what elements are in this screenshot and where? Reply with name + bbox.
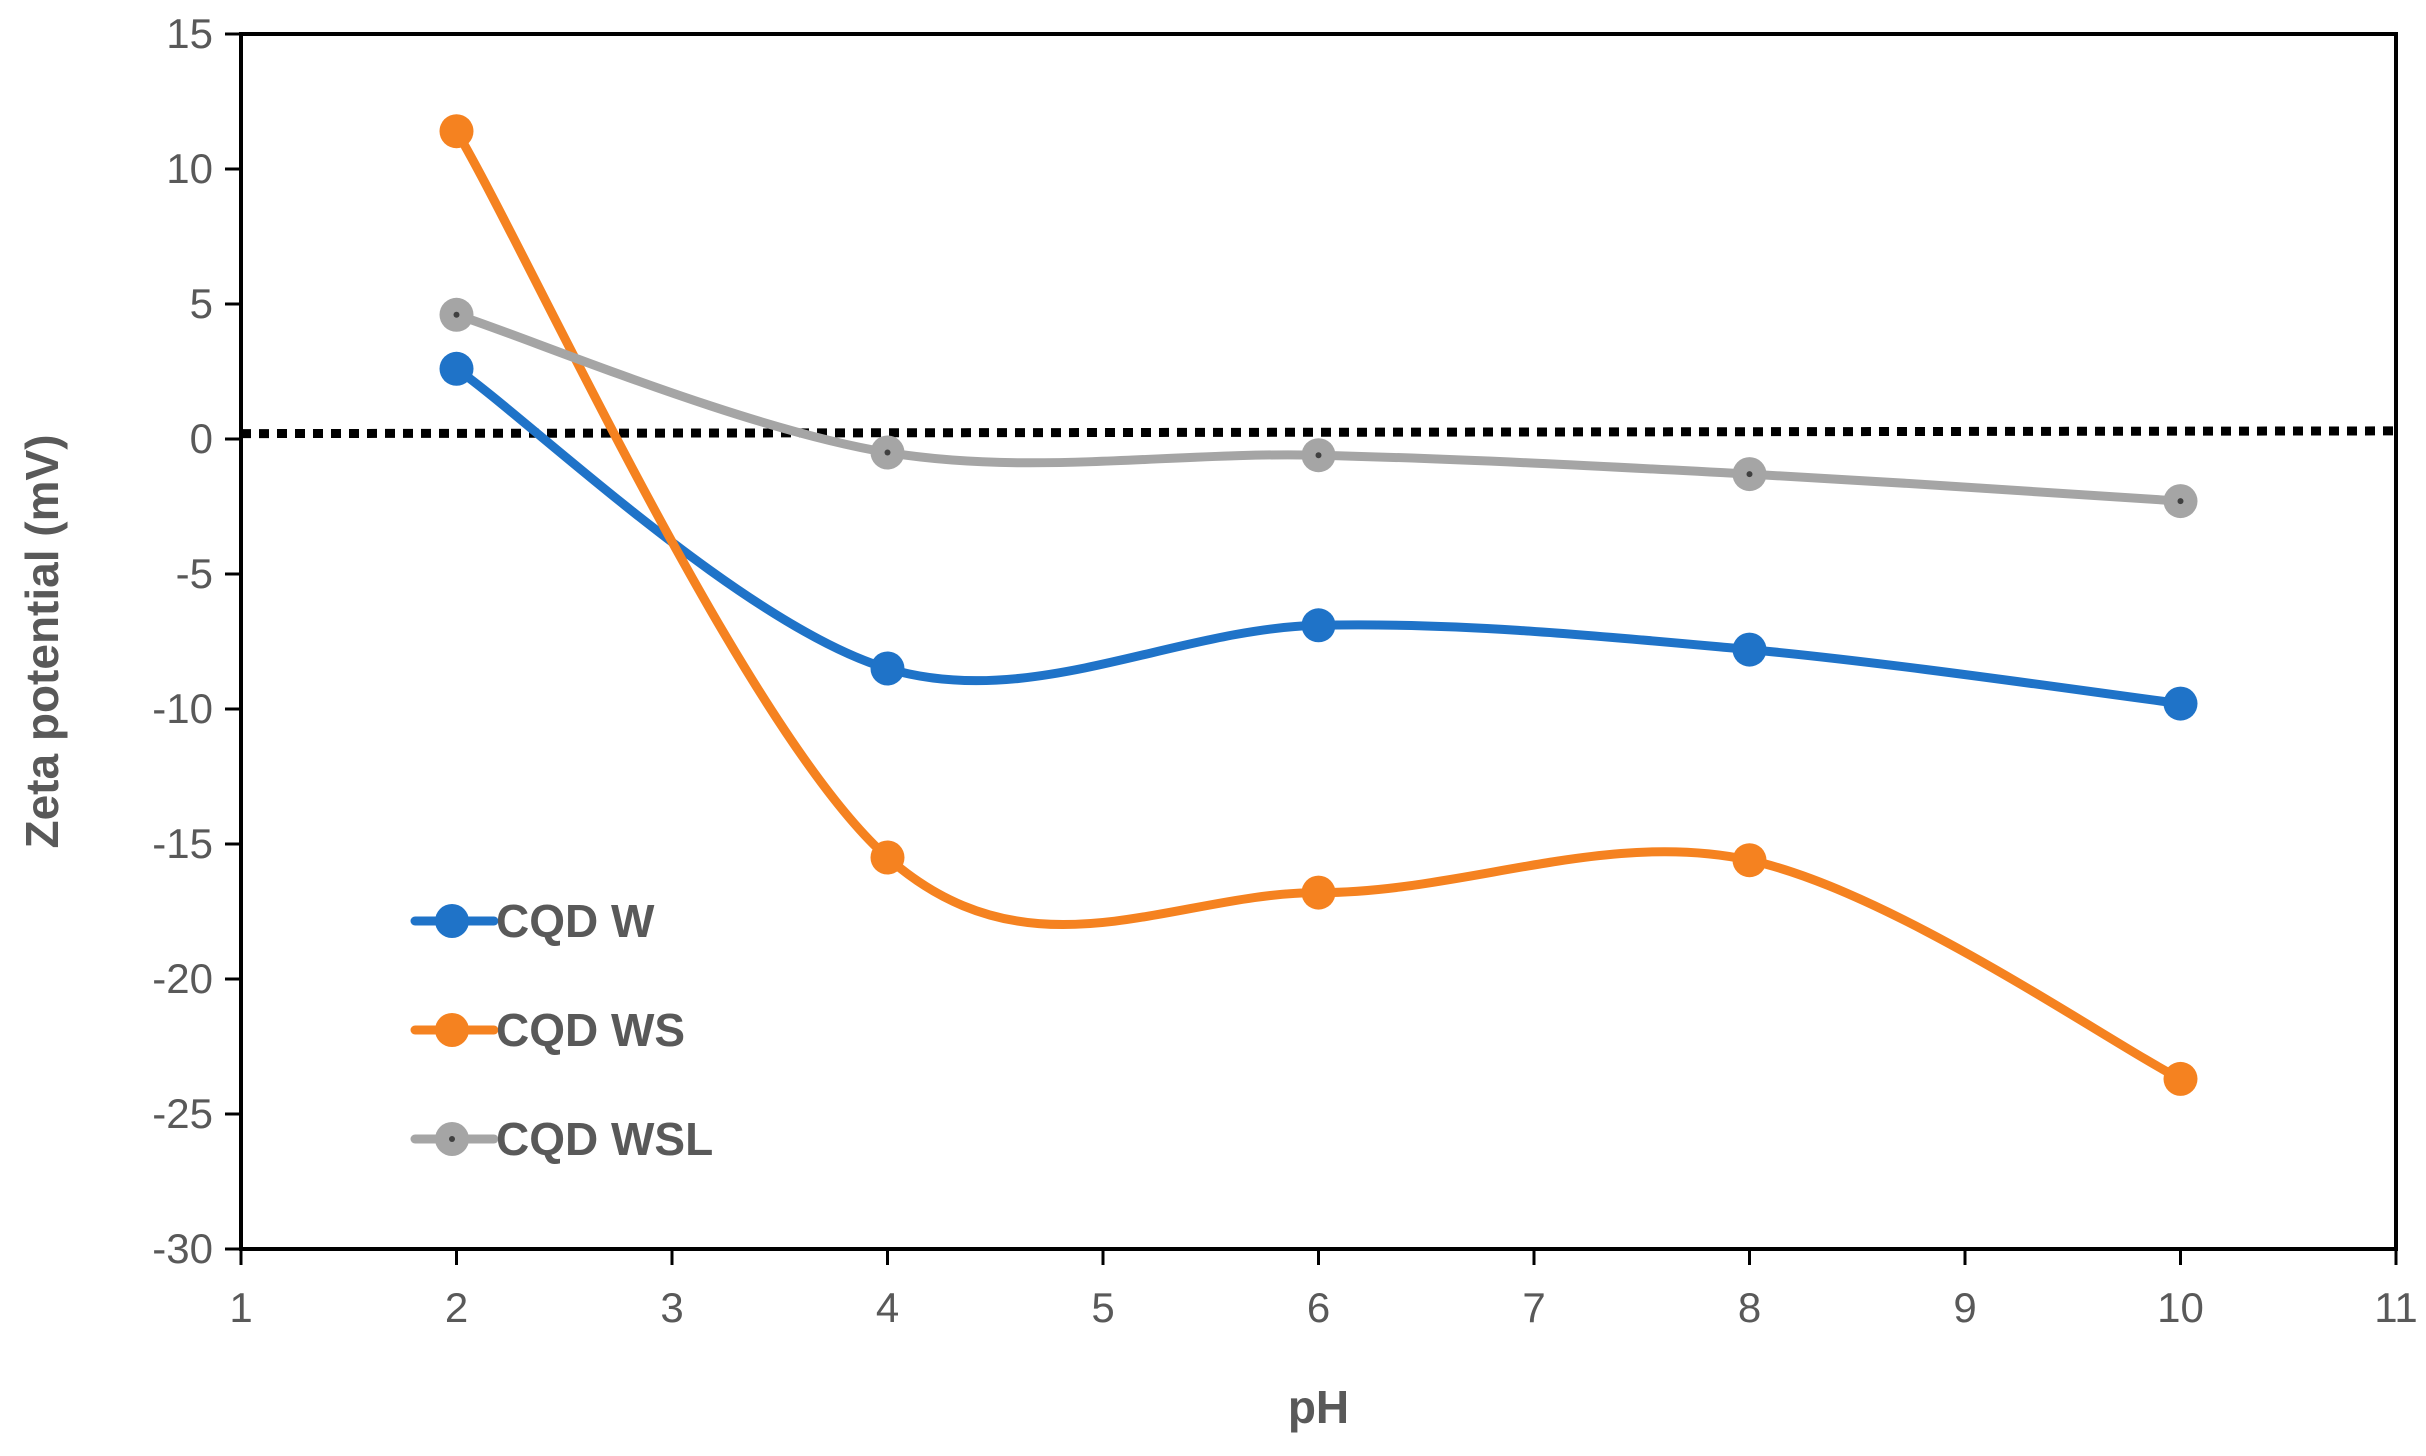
legend-label: CQD W <box>496 895 655 947</box>
y-axis-title: Zeta potential (mV) <box>16 434 68 848</box>
data-point <box>439 351 474 386</box>
x-tick-label: 1 <box>229 1284 252 1331</box>
data-point <box>2163 686 2198 721</box>
y-tick-label: -5 <box>176 550 213 597</box>
data-point-center-dot <box>453 311 460 318</box>
data-point-center-dot <box>2177 498 2184 505</box>
data-point <box>1301 875 1336 910</box>
x-tick-label: 11 <box>2374 1284 2418 1331</box>
x-tick-label: 5 <box>1091 1284 1114 1331</box>
data-point <box>870 651 905 686</box>
legend: CQD W CQD WS CQD WSL <box>410 895 713 1165</box>
y-tick-label: 15 <box>166 10 213 57</box>
x-tick-label: 2 <box>445 1284 468 1331</box>
legend-label: CQD WS <box>496 1004 685 1056</box>
x-tick-label: 4 <box>876 1284 899 1331</box>
data-point <box>439 114 474 149</box>
y-tick-label: -25 <box>152 1090 213 1137</box>
y-tick-label: 0 <box>190 415 213 462</box>
data-point <box>1732 843 1767 878</box>
y-tick-label: 10 <box>166 145 213 192</box>
y-tick-label: -30 <box>152 1225 213 1272</box>
series-cqd-wsl <box>439 297 2198 519</box>
data-point-center-dot <box>1746 471 1753 478</box>
x-tick-label: 10 <box>2157 1284 2204 1331</box>
y-tick-label: -10 <box>152 685 213 732</box>
legend-swatch-marker <box>435 1013 469 1047</box>
x-tick-label: 9 <box>1953 1284 1976 1331</box>
legend-item: CQD WS <box>410 1004 685 1056</box>
data-point <box>1732 632 1767 667</box>
series-line <box>452 364 2185 709</box>
x-axis-title: pH <box>1288 1381 1349 1433</box>
data-point <box>2163 1061 2198 1096</box>
series-cqd-w <box>439 351 2198 721</box>
legend-swatch-center-dot <box>449 1136 455 1142</box>
legend-swatch-marker <box>435 904 469 938</box>
x-tick-label: 7 <box>1522 1284 1545 1331</box>
x-tick-label: 3 <box>660 1284 683 1331</box>
legend-item: CQD WSL <box>410 1113 713 1165</box>
legend-item: CQD W <box>410 895 655 947</box>
y-tick-label: 5 <box>190 280 213 327</box>
data-point-center-dot <box>884 449 891 456</box>
legend-label: CQD WSL <box>496 1113 713 1165</box>
y-tick-label: -20 <box>152 955 213 1002</box>
y-tick-label: -15 <box>152 820 213 867</box>
series-line <box>452 126 2185 1084</box>
data-point <box>1301 608 1336 643</box>
series-cqd-ws <box>439 114 2198 1096</box>
x-tick-label: 6 <box>1307 1284 1330 1331</box>
data-point-center-dot <box>1315 452 1322 459</box>
x-tick-label: 8 <box>1738 1284 1761 1331</box>
data-point <box>870 840 905 875</box>
